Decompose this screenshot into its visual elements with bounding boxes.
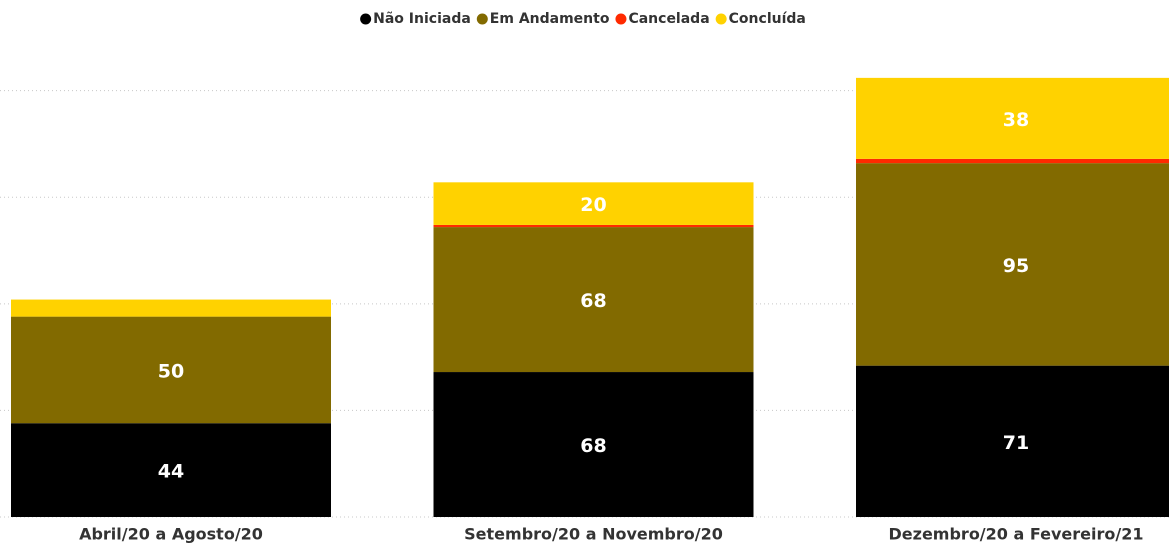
x-tick-label: Abril/20 a Agosto/20 <box>79 525 263 544</box>
legend-label: Não Iniciada <box>373 11 471 27</box>
bar-segment <box>11 299 331 317</box>
data-label: 68 <box>580 290 606 312</box>
bar-segment <box>433 224 754 228</box>
bar-segment <box>856 77 1169 159</box>
data-label: 50 <box>158 360 184 382</box>
data-label: 95 <box>1003 255 1029 277</box>
legend-marker <box>476 13 488 25</box>
bar-segment <box>433 182 754 225</box>
data-label: 68 <box>580 435 606 457</box>
x-tick-label: Setembro/20 a Novembro/20 <box>464 525 723 544</box>
legend-label: Em Andamento <box>490 11 610 27</box>
bar-segment <box>856 365 1169 517</box>
data-label: 38 <box>1003 109 1029 131</box>
bar-segment <box>11 423 331 517</box>
bar-segment <box>856 163 1169 366</box>
data-label: 71 <box>1003 432 1029 454</box>
bar-segment <box>433 372 754 517</box>
legend-label: Cancelada <box>628 11 709 27</box>
legend-marker <box>615 13 627 25</box>
legend-marker <box>360 13 372 25</box>
bar-segment <box>11 316 331 424</box>
data-label: 20 <box>580 194 606 216</box>
bar-segment <box>856 158 1169 164</box>
legend-marker <box>715 13 727 25</box>
x-tick-label: Dezembro/20 a Fevereiro/21 <box>889 525 1144 544</box>
data-label: 44 <box>158 461 184 483</box>
bar-segment <box>433 227 754 373</box>
legend-label: Concluída <box>729 11 806 27</box>
